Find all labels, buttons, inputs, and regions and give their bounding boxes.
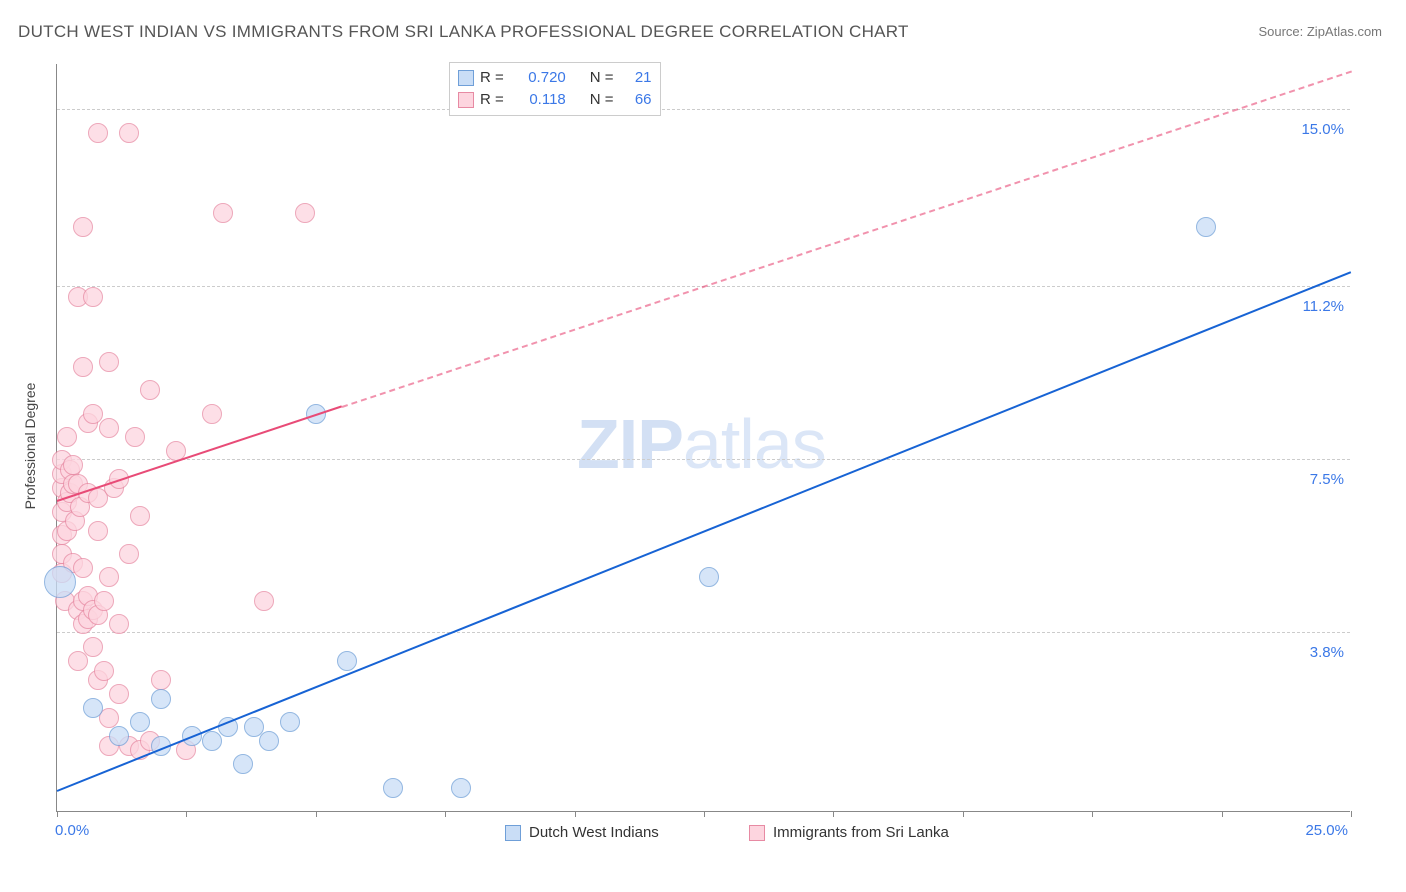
data-point-dutch [383,778,403,798]
x-tick [1222,811,1223,817]
data-point-srilanka [63,455,83,475]
stats-row-srilanka: R = 0.118 N = 66 [458,89,652,111]
data-point-dutch [451,778,471,798]
data-point-dutch [280,712,300,732]
legend-swatch [458,92,474,108]
x-tick [704,811,705,817]
n-label: N = [590,67,614,89]
data-point-srilanka [109,684,129,704]
x-tick [445,811,446,817]
data-point-srilanka [73,217,93,237]
data-point-srilanka [125,427,145,447]
y-tick-label: 11.2% [1303,298,1344,315]
data-point-srilanka [109,614,129,634]
data-point-srilanka [94,591,114,611]
watermark: ZIPatlas [577,404,826,484]
data-point-dutch [109,726,129,746]
legend-label: Dutch West Indians [529,824,659,841]
r-value: 0.118 [510,89,566,111]
data-point-srilanka [99,352,119,372]
y-tick-label: 7.5% [1310,471,1344,488]
n-value: 21 [620,67,652,89]
data-point-srilanka [73,558,93,578]
regression-line-srilanka-dashed [341,70,1351,407]
data-point-srilanka [202,404,222,424]
x-tick [1351,811,1352,817]
data-point-dutch [259,731,279,751]
gridline [57,632,1350,633]
data-point-srilanka [88,123,108,143]
data-point-srilanka [99,418,119,438]
x-min-label: 0.0% [55,822,89,839]
stats-box: R = 0.720 N = 21 R = 0.118 N = 66 [449,62,661,116]
r-label: R = [480,89,504,111]
source-attribution: Source: ZipAtlas.com [1258,24,1382,39]
data-point-srilanka [83,637,103,657]
x-tick [575,811,576,817]
data-point-srilanka [68,651,88,671]
x-tick [1092,811,1093,817]
data-point-srilanka [73,357,93,377]
data-point-dutch [44,566,76,598]
n-label: N = [590,89,614,111]
legend-item-srilanka: Immigrants from Sri Lanka [749,824,949,841]
n-value: 66 [620,89,652,111]
data-point-srilanka [254,591,274,611]
data-point-dutch [1196,217,1216,237]
x-tick [963,811,964,817]
data-point-srilanka [94,661,114,681]
data-point-srilanka [213,203,233,223]
x-tick [833,811,834,817]
data-point-srilanka [130,506,150,526]
data-point-srilanka [83,287,103,307]
legend-item-dutch: Dutch West Indians [505,824,659,841]
data-point-srilanka [99,567,119,587]
x-max-label: 25.0% [1305,822,1348,839]
chart-title: DUTCH WEST INDIAN VS IMMIGRANTS FROM SRI… [18,22,909,42]
data-point-dutch [151,689,171,709]
r-label: R = [480,67,504,89]
data-point-dutch [83,698,103,718]
data-point-srilanka [295,203,315,223]
data-point-dutch [699,567,719,587]
data-point-srilanka [88,521,108,541]
y-tick-label: 15.0% [1301,121,1344,138]
data-point-srilanka [151,670,171,690]
x-tick [316,811,317,817]
gridline [57,109,1350,110]
data-point-dutch [130,712,150,732]
data-point-srilanka [119,123,139,143]
legend-swatch [749,825,765,841]
gridline [57,459,1350,460]
regression-line-dutch [57,271,1352,792]
data-point-dutch [337,651,357,671]
x-tick [186,811,187,817]
legend-swatch [505,825,521,841]
data-point-dutch [233,754,253,774]
r-value: 0.720 [510,67,566,89]
stats-row-dutch: R = 0.720 N = 21 [458,67,652,89]
y-tick-label: 3.8% [1310,644,1344,661]
x-tick [57,811,58,817]
data-point-srilanka [119,544,139,564]
plot-area: ZIPatlas 3.8%7.5%11.2%15.0%0.0%25.0%R =0… [56,64,1350,812]
legend-swatch [458,70,474,86]
legend-label: Immigrants from Sri Lanka [773,824,949,841]
data-point-srilanka [57,427,77,447]
y-axis-label: Professional Degree [22,383,38,510]
data-point-srilanka [140,380,160,400]
data-point-dutch [202,731,222,751]
